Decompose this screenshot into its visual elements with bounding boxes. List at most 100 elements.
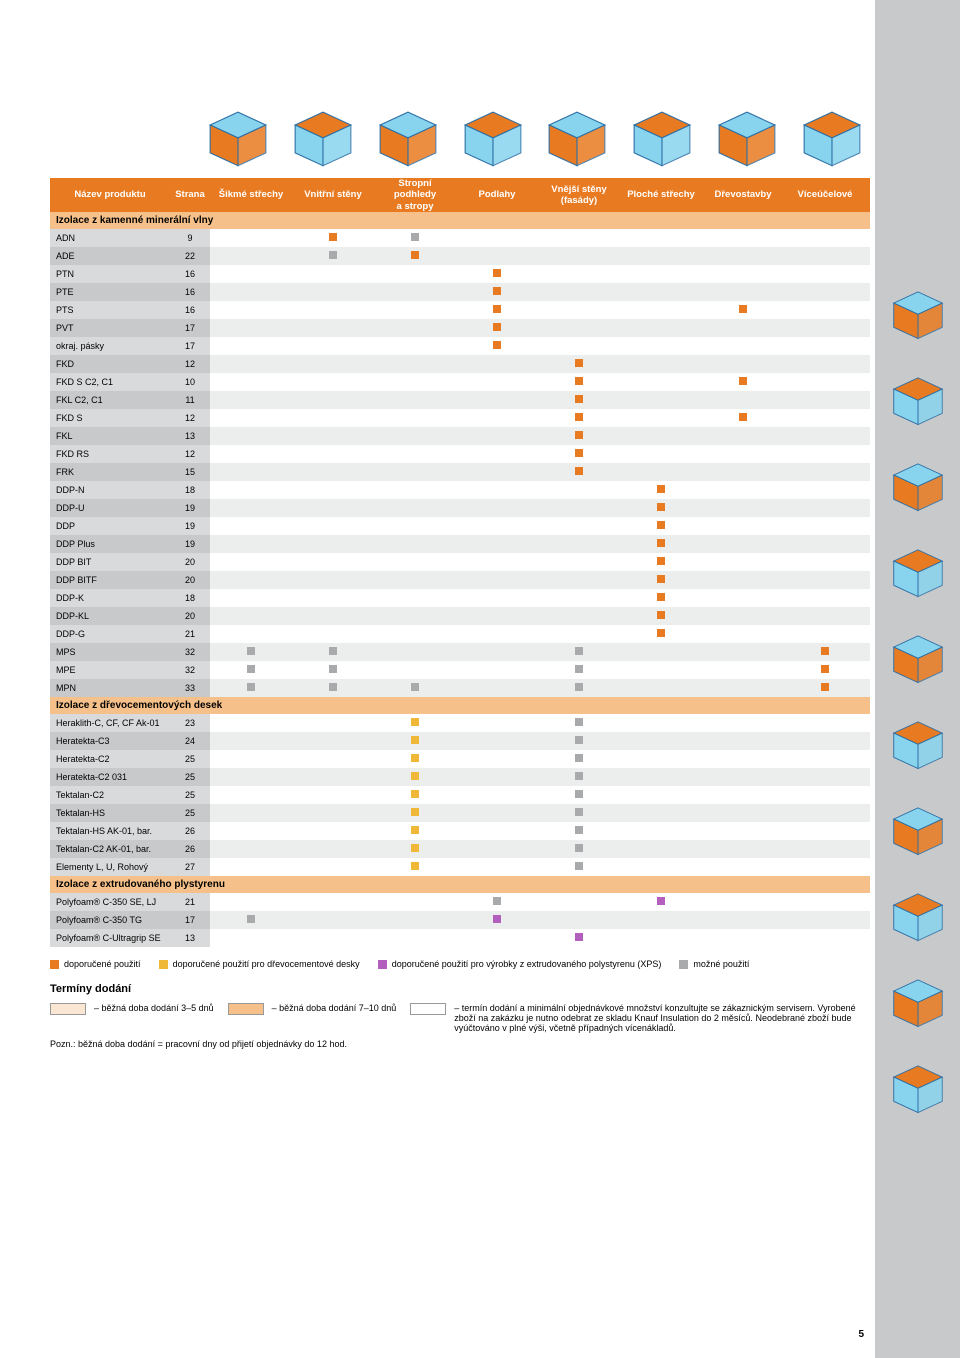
mark-cell — [456, 897, 538, 907]
table-row: FKD S C2, C110 — [50, 373, 870, 391]
table-row: Polyfoam® C-350 SE, LJ21 — [50, 893, 870, 911]
usage-mark-icon — [329, 665, 337, 673]
product-name: DDP BITF — [50, 571, 170, 589]
product-page: 25 — [170, 750, 210, 768]
product-name: FKD S C2, C1 — [50, 373, 170, 391]
usage-mark-icon — [657, 503, 665, 511]
header-cell-c5: Vnější stěny(fasády) — [538, 182, 620, 209]
product-name: ADN — [50, 229, 170, 247]
table-row: Tektalan-HS AK-01, bar.26 — [50, 822, 870, 840]
page-number: 5 — [858, 1329, 864, 1340]
mark-cell — [456, 323, 538, 333]
table-row: DDP-KL20 — [50, 607, 870, 625]
usage-mark-icon — [411, 772, 419, 780]
product-page: 25 — [170, 804, 210, 822]
product-name: MPS — [50, 643, 170, 661]
mark-cell — [292, 233, 374, 243]
usage-mark-icon — [657, 611, 665, 619]
sidebar-cube-icon — [890, 978, 946, 1028]
product-name: Polyfoam® C-Ultragrip SE — [50, 929, 170, 947]
product-page: 17 — [170, 337, 210, 355]
section-header: Izolace z kamenné minerální vlny — [50, 212, 870, 229]
product-page: 15 — [170, 463, 210, 481]
legend-text: možné použití — [693, 959, 749, 969]
header-cell-c3: Stropní podhledya stropy — [374, 176, 456, 214]
table-row: FKD RS12 — [50, 445, 870, 463]
product-name: DDP BIT — [50, 553, 170, 571]
usage-mark-icon — [575, 647, 583, 655]
usage-mark-icon — [411, 862, 419, 870]
mark-cell — [538, 862, 620, 872]
mark-cell — [538, 736, 620, 746]
usage-mark-icon — [493, 269, 501, 277]
product-name: FKD RS — [50, 445, 170, 463]
mark-cell — [374, 754, 456, 764]
usage-mark-icon — [657, 575, 665, 583]
usage-mark-icon — [247, 647, 255, 655]
usage-mark-icon — [657, 539, 665, 547]
category-cube-icon — [375, 110, 441, 170]
mark-cell — [784, 665, 866, 675]
product-page: 16 — [170, 265, 210, 283]
mark-cell — [538, 826, 620, 836]
mark-cell — [456, 341, 538, 351]
header-cell-name: Název produktu — [50, 187, 170, 202]
mark-cell — [620, 897, 702, 907]
usage-mark-icon — [411, 251, 419, 259]
usage-mark-icon — [575, 772, 583, 780]
mark-cell — [374, 736, 456, 746]
category-cube-icon — [460, 110, 526, 170]
usage-mark-icon — [411, 233, 419, 241]
table-row: MPS32 — [50, 643, 870, 661]
mark-cell — [538, 449, 620, 459]
table-row: PTS16 — [50, 301, 870, 319]
mark-cell — [620, 485, 702, 495]
table-row: MPE32 — [50, 661, 870, 679]
mark-cell — [456, 287, 538, 297]
product-page: 20 — [170, 553, 210, 571]
usage-mark-icon — [575, 826, 583, 834]
product-page: 16 — [170, 301, 210, 319]
product-name: ADE — [50, 247, 170, 265]
sidebar-cube-icon — [890, 1064, 946, 1114]
product-page: 12 — [170, 445, 210, 463]
table-row: Polyfoam® C-350 TG17 — [50, 911, 870, 929]
table-row: FKL13 — [50, 427, 870, 445]
usage-mark-icon — [575, 790, 583, 798]
table-row: DDP-K18 — [50, 589, 870, 607]
product-page: 16 — [170, 283, 210, 301]
product-page: 19 — [170, 499, 210, 517]
usage-mark-icon — [411, 844, 419, 852]
product-page: 26 — [170, 840, 210, 858]
footnote: Pozn.: běžná doba dodání = pracovní dny … — [50, 1039, 875, 1049]
category-cube-icon — [714, 110, 780, 170]
usage-mark-icon — [575, 665, 583, 673]
mark-cell — [538, 413, 620, 423]
product-page: 18 — [170, 589, 210, 607]
usage-mark-icon — [493, 341, 501, 349]
product-page: 25 — [170, 786, 210, 804]
usage-mark-icon — [411, 736, 419, 744]
mark-cell — [374, 808, 456, 818]
product-name: Tektalan-HS AK-01, bar. — [50, 822, 170, 840]
usage-mark-icon — [247, 683, 255, 691]
usage-mark-icon — [657, 557, 665, 565]
table-row: MPN33 — [50, 679, 870, 697]
header-cell-c1: Šikmé střechy — [210, 187, 292, 202]
product-name: Elementy L, U, Rohový — [50, 858, 170, 876]
usage-mark-icon — [575, 844, 583, 852]
legend-item: doporučené použití pro dřevocementové de… — [159, 959, 360, 969]
product-page: 25 — [170, 768, 210, 786]
mark-cell — [456, 269, 538, 279]
mark-cell — [620, 503, 702, 513]
usage-mark-icon — [821, 665, 829, 673]
usage-mark-icon — [657, 593, 665, 601]
product-name: FKL — [50, 427, 170, 445]
usage-mark-icon — [575, 377, 583, 385]
mark-cell — [620, 539, 702, 549]
usage-mark-icon — [657, 485, 665, 493]
delivery-term: – běžná doba dodání 7–10 dnů — [228, 1003, 397, 1015]
usage-mark-icon — [575, 933, 583, 941]
usage-mark-icon — [657, 521, 665, 529]
swatch-icon — [228, 1003, 264, 1015]
